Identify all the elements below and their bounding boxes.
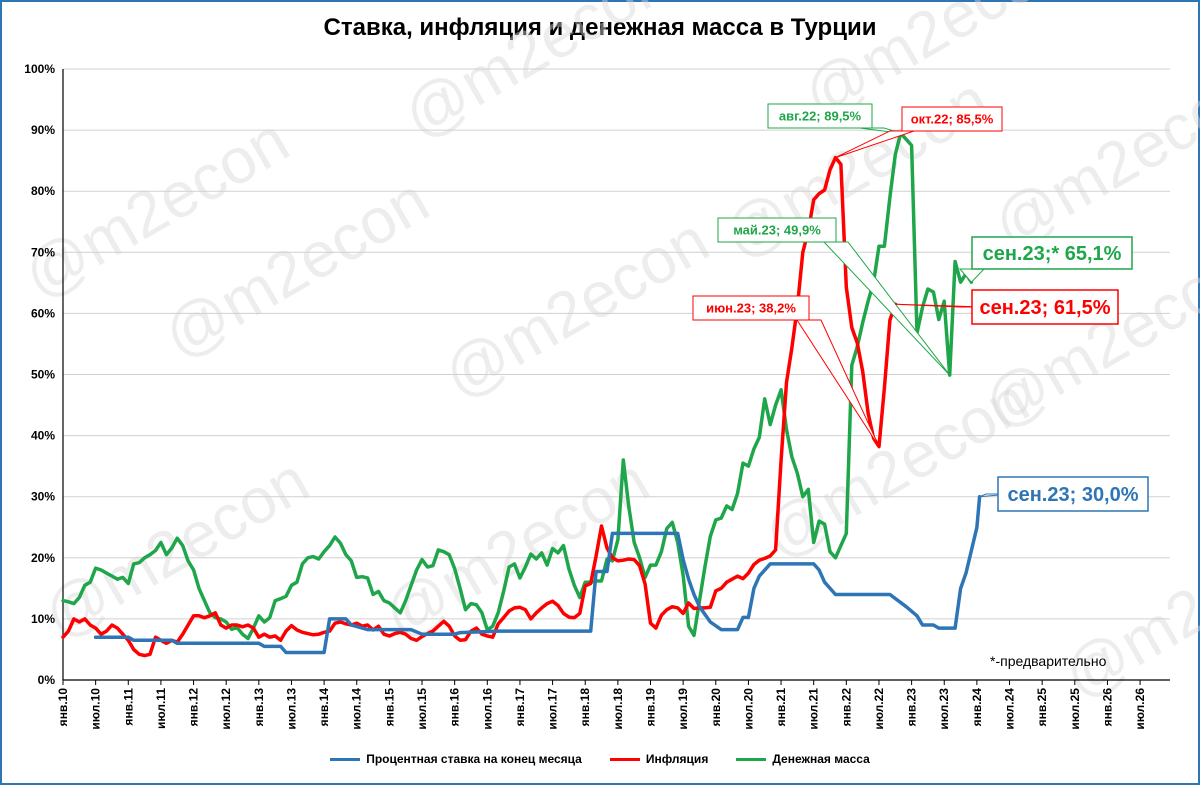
x-tick-label: янв.13: [252, 688, 266, 727]
x-tick-label: июл.24: [1003, 688, 1017, 730]
x-tick-label: июл.16: [480, 688, 494, 730]
legend-item-money: Денежная масса: [736, 752, 870, 766]
y-tick-label: 0%: [38, 673, 56, 687]
x-tick-label: янв.21: [774, 688, 788, 727]
series-line-money: [61, 131, 974, 641]
y-tick-label: 90%: [31, 123, 55, 137]
callout-money-aug22-label: авг.22; 89,5%: [779, 109, 862, 124]
callout-money-sep23-label: сен.23;* 65,1%: [983, 243, 1122, 265]
x-tick-label: июл.18: [611, 688, 625, 730]
x-tick-label: янв.11: [121, 688, 135, 726]
x-tick-label: июл.23: [937, 688, 951, 730]
x-tick-label: июл.26: [1133, 688, 1147, 730]
callout-inflation-sep23-label: сен.23; 61,5%: [979, 297, 1110, 319]
y-tick-label: 80%: [31, 184, 55, 198]
x-tick-label: янв.20: [709, 688, 723, 727]
x-tick-label: янв.26: [1100, 688, 1114, 727]
x-tick-label: янв.10: [56, 688, 70, 727]
callout-inflation-jun23-leader: [796, 319, 880, 447]
x-tick-label: июл.17: [546, 688, 560, 730]
legend-label-rate: Процентная ставка на конец месяца: [366, 752, 582, 766]
x-axis: янв.10 июл.10 янв.11 июл.11 янв.12 июл.12 янв.…: [56, 680, 1147, 730]
x-tick-label: июл.11: [154, 688, 168, 729]
y-axis: 0% 10% 20% 30% 40% 50% 60% 70% 80% 90% 100%: [24, 62, 64, 687]
y-tick-label: 40%: [31, 429, 55, 443]
y-tick-label: 100%: [24, 62, 55, 76]
callout-money-aug22-box: [767, 103, 873, 129]
legend-label-money: Денежная масса: [772, 752, 870, 766]
y-tick-label: 70%: [31, 245, 55, 259]
legend: Процентная ставка на конец месяца Инфляц…: [0, 752, 1200, 766]
y-tick-label: 60%: [31, 306, 55, 320]
x-tick-label: июл.12: [219, 688, 233, 730]
watermark-text: @m2econ: [391, 0, 680, 152]
callouts-layer: авг.22; 89,5% окт.22; 85,5% май.23; 49,9% и…: [692, 103, 1149, 512]
x-tick-label: янв.19: [643, 688, 657, 727]
x-tick-label: июл.25: [1068, 688, 1082, 730]
callout-inflation-sep23-leader: [895, 303, 985, 308]
watermark-text: @m2econ: [981, 53, 1200, 262]
legend-swatch-money: [736, 757, 767, 761]
grid-lines: [63, 68, 1170, 681]
watermark-text: @m2econ: [1051, 503, 1200, 712]
callout-rate-sep23-box: [997, 476, 1149, 512]
legend-label-inflation: Инфляция: [645, 752, 709, 766]
watermark-text: @m2econ: [431, 203, 720, 412]
series-line-rate: [93, 494, 982, 655]
x-tick-label: янв.25: [1035, 688, 1049, 727]
legend-item-inflation: Инфляция: [609, 752, 709, 766]
x-tick-label: янв.17: [513, 688, 527, 727]
x-tick-label: янв.24: [970, 688, 984, 727]
watermark-layer: @m2econ@m2econ@m2econ@m2econ@m2econ@m2ec…: [11, 0, 1200, 712]
y-tick-label: 30%: [31, 490, 55, 504]
callout-inflation-sep23-box: [971, 289, 1119, 325]
x-tick-label: июл.19: [676, 688, 690, 730]
callout-money-may23-label: май.23; 49,9%: [733, 223, 821, 238]
callout-money-sep23-box: [971, 236, 1133, 270]
x-tick-label: июл.22: [872, 688, 886, 730]
callout-inflation-jun23-box: [692, 295, 810, 321]
x-tick-label: янв.12: [187, 688, 201, 727]
y-tick-label: 20%: [31, 551, 55, 565]
x-tick-label: янв.22: [839, 688, 853, 727]
x-tick-label: июл.10: [89, 688, 103, 730]
callout-inflation-jun23-label: июн.23; 38,2%: [706, 301, 796, 316]
x-tick-label: июл.20: [741, 688, 755, 730]
x-tick-label: июл.14: [350, 688, 364, 730]
x-tick-label: янв.16: [448, 688, 462, 727]
x-tick-label: июл.15: [415, 688, 429, 730]
series-layer: [61, 131, 982, 658]
x-tick-label: янв.18: [578, 688, 592, 727]
y-tick-label: 50%: [31, 368, 55, 382]
callout-money-may23-box: [717, 217, 837, 243]
x-tick-label: янв.14: [317, 688, 331, 727]
legend-swatch-inflation: [609, 757, 640, 761]
x-tick-label: янв.23: [905, 688, 919, 727]
legend-item-rate: Процентная ставка на конец месяца: [330, 752, 582, 766]
x-tick-label: июл.21: [807, 688, 821, 730]
chart-title: Ставка, инфляция и денежная масса в Турц…: [323, 14, 877, 41]
callout-inflation-oct22-box: [901, 106, 1003, 132]
footnote: *-предварительно: [990, 653, 1107, 669]
legend-swatch-rate: [330, 757, 361, 761]
x-tick-label: июл.13: [284, 688, 298, 730]
callout-rate-sep23-label: сен.23; 30,0%: [1007, 484, 1138, 506]
y-tick-label: 10%: [31, 612, 55, 626]
callout-inflation-oct22-label: окт.22; 85,5%: [911, 112, 994, 127]
x-tick-label: янв.15: [382, 688, 396, 727]
